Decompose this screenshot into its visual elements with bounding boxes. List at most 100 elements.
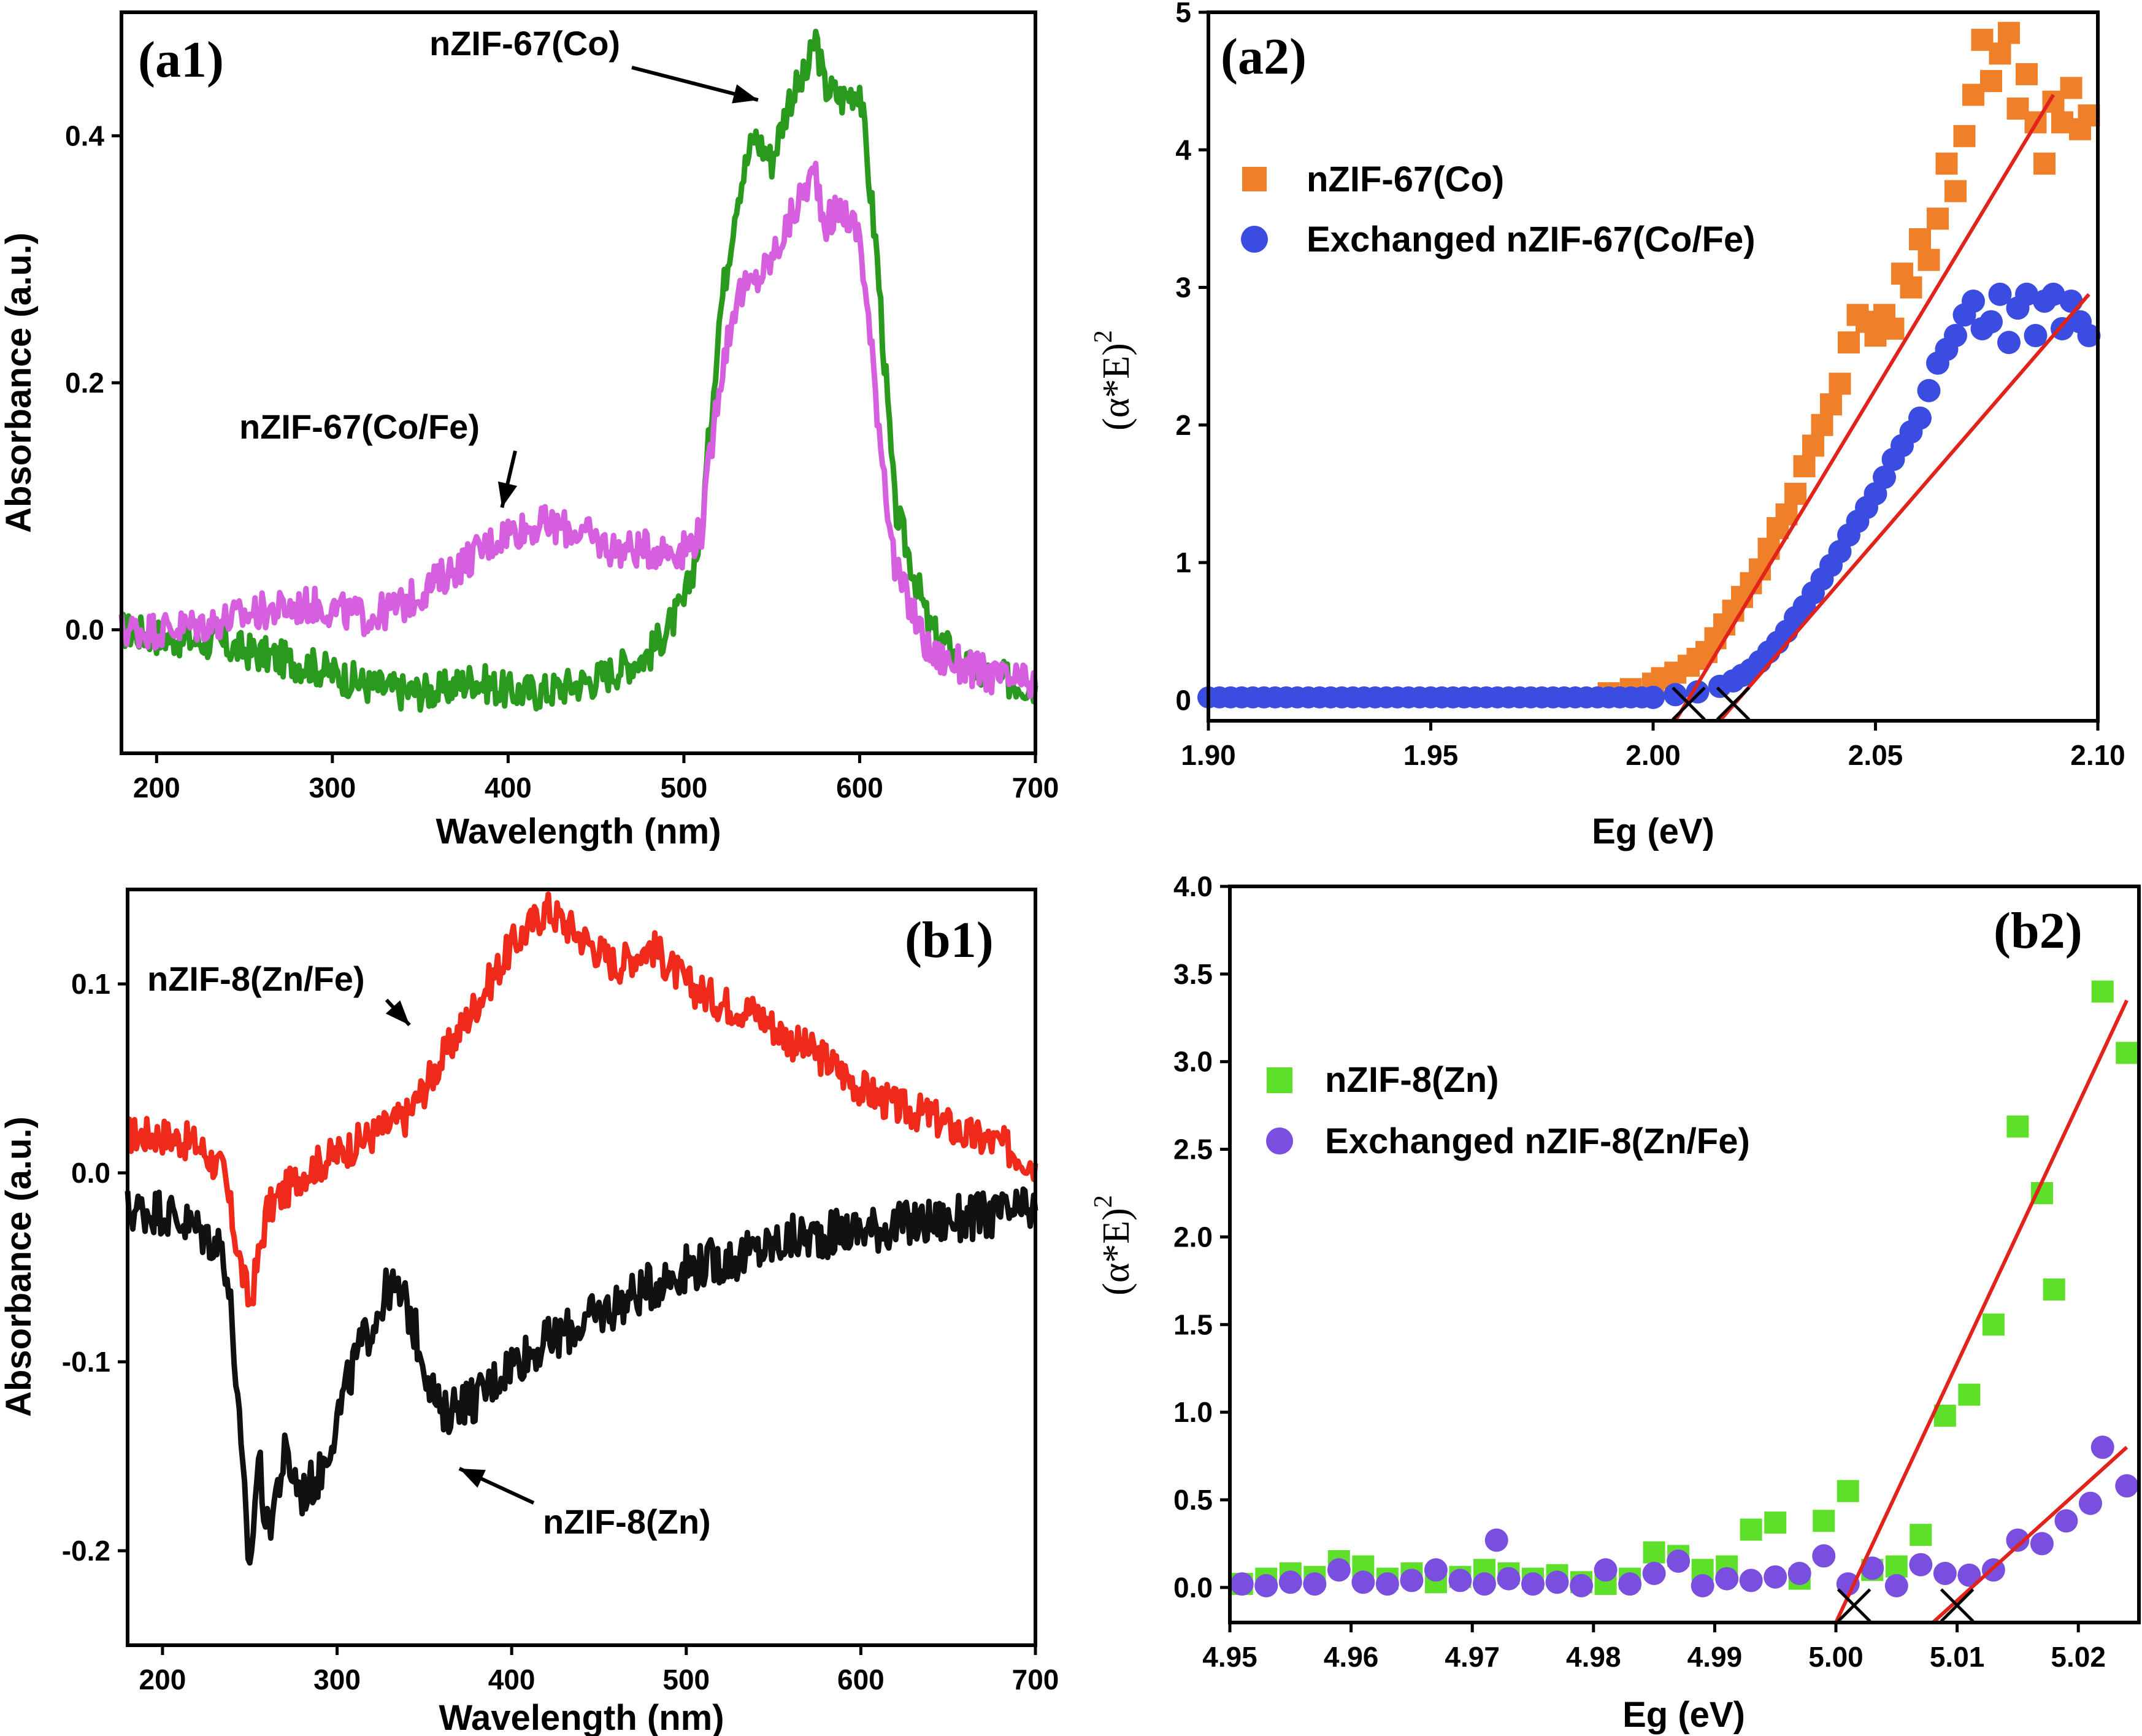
b2-series-1-point: [1933, 1562, 1957, 1585]
b1-series-1-line: [125, 1186, 1038, 1566]
b2-series-1-point: [1715, 1567, 1739, 1591]
a2-series-1-point: [1686, 680, 1710, 704]
b1-ytick-label: -0.2: [62, 1535, 110, 1567]
a2-series-0-point: [1927, 207, 1949, 230]
b1-ytick-label: 0.1: [71, 968, 110, 1000]
a2-series-0-point: [1944, 180, 1967, 202]
b2-ytick-label: 0.0: [1173, 1572, 1213, 1603]
a1-xtick-label: 400: [485, 772, 532, 804]
a2-series-0-point: [1909, 228, 1931, 251]
b2-series-0-point: [2043, 1278, 2065, 1301]
b2-series-1-point: [1642, 1562, 1666, 1585]
b2-series-0-point: [2006, 1115, 2029, 1138]
a1-ytick-label: 0.4: [65, 120, 104, 152]
b2-xtick-label: 4.99: [1687, 1641, 1743, 1673]
a2-series-0-point: [1802, 434, 1824, 457]
b2-ytick-label: 1.5: [1173, 1308, 1213, 1340]
b2-series-1-point: [1909, 1553, 1933, 1577]
b2-ytick-label: 1.0: [1173, 1396, 1213, 1428]
b1-frame: [126, 888, 1037, 1647]
b1-xtick-label: 500: [662, 1664, 710, 1696]
b2-series-1-point: [1594, 1558, 1618, 1582]
a2-intercept-mark: [1716, 686, 1751, 721]
a1-xtick-label: 600: [836, 772, 883, 804]
b2-xtick-label: 4.98: [1566, 1641, 1621, 1673]
a1-series-0-line: [120, 28, 1038, 713]
b2-series-0-point: [1643, 1541, 1665, 1564]
a2-series-0-point: [2016, 63, 2038, 85]
b2-fit-line: [1932, 1446, 2129, 1624]
b1-xtick-label: 300: [313, 1664, 361, 1696]
panel-b2: 4.95 4.96 4.97 4.98 4.99 5.00 5.01 5.02 0.0 0.5 1.…: [1089, 870, 2141, 1735]
a1-ytick-label: 0.0: [65, 614, 104, 646]
b2-series-0-point: [1764, 1511, 1787, 1534]
a1-xtick-label: 700: [1012, 772, 1059, 804]
b2-series-1-point: [2090, 1435, 2114, 1459]
b2-fit-line: [1834, 999, 2129, 1624]
a2-frame: [1207, 10, 2100, 723]
b2-legend-marker-zn: [1267, 1067, 1292, 1093]
b1-xtick-label: 200: [139, 1664, 186, 1696]
b2-ytick-label: 3.5: [1173, 958, 1213, 990]
b2-x-axis-label: Eg (eV): [1622, 1695, 1745, 1735]
b2-series-1-point: [1351, 1570, 1375, 1594]
b2-intercept-mark: [1940, 1588, 1975, 1623]
b1-arrow-znfe-head: [385, 1000, 410, 1025]
b2-series-1-point: [1884, 1574, 1908, 1597]
a2-series-1-point: [1962, 289, 1985, 313]
a2-ytick-label: 1: [1175, 547, 1191, 578]
a1-series-1-line: [118, 160, 1038, 699]
a1-arrow-co-head: [732, 84, 758, 104]
panel-a1: 200 300 400 500 600 700 0.0 0.2 0.4 (a1) Wavelen…: [0, 10, 1059, 851]
a2-series-1-point: [1997, 331, 2021, 355]
b1-arrow-zn-head: [459, 1469, 486, 1488]
a2-intercept-mark: [1672, 686, 1706, 721]
a2-series-0-point: [1980, 70, 2002, 93]
b2-frame: [1228, 885, 2141, 1624]
b2-series-1-point: [1957, 1563, 1981, 1587]
b2-xtick-label: 4.95: [1202, 1641, 1257, 1673]
b2-series-1-point: [1570, 1574, 1594, 1597]
a2-ytick-label: 5: [1175, 0, 1191, 28]
a1-xtick-label: 300: [309, 772, 356, 804]
a2-legend: nZIF-67(Co) Exchanged nZIF-67(Co/Fe): [1241, 159, 1756, 259]
a2-ytick-label: 0: [1175, 684, 1191, 716]
a2-series-0-point: [1829, 372, 1851, 395]
a2-series-0-point: [1784, 482, 1806, 505]
a2-series-0-point: [1811, 413, 1833, 436]
b2-y-axis-label: (α*E)2: [1089, 1195, 1137, 1296]
b2-series-1-point: [2006, 1528, 2030, 1552]
a2-series-1-point: [1988, 282, 2012, 306]
b2-series-1-point: [1484, 1528, 1508, 1552]
b1-ytick-label: -0.1: [62, 1346, 110, 1378]
b2-series-1-point: [1739, 1569, 1763, 1592]
a2-series-1-point: [1664, 683, 1687, 707]
b1-x-axis-label: Wavelength (nm): [439, 1698, 724, 1736]
b2-series-0-point: [2091, 980, 2114, 1003]
a1-ytick-label: 0.2: [65, 367, 104, 399]
b2-series-1-point: [1303, 1572, 1327, 1596]
a2-series-1-point: [2015, 282, 2038, 306]
b2-series-1-point: [2078, 1491, 2102, 1515]
a2-series-0-point: [1838, 331, 1860, 354]
b2-series-0-point: [2116, 1042, 2138, 1064]
b2-panel-label: (b2): [1994, 902, 2082, 959]
b2-series-1-point: [1448, 1569, 1472, 1592]
a1-x-axis-label: Wavelength (nm): [436, 812, 721, 851]
b2-legend-label-znfe: Exchanged nZIF-8(Zn/Fe): [1325, 1121, 1750, 1161]
a1-xtick-label: 200: [133, 772, 180, 804]
b1-annotation-zn: nZIF-8(Zn): [543, 1502, 711, 1541]
b2-series-1-point: [1618, 1572, 1642, 1596]
a2-fit-line: [1718, 293, 2090, 722]
a2-xtick-label: 2.00: [1626, 739, 1681, 771]
b1-y-axis-label: Absorbance (a.u.): [0, 1116, 39, 1417]
b2-ytick-label: 2.0: [1173, 1221, 1213, 1253]
b2-series-1-point: [1424, 1558, 1448, 1582]
a2-ytick-label: 3: [1175, 272, 1191, 304]
b1-panel-label: (b1): [905, 912, 994, 969]
b2-intercept-mark: [1837, 1588, 1871, 1623]
a2-series-0-point: [1953, 125, 1976, 147]
b2-series-1-point: [1400, 1569, 1424, 1592]
